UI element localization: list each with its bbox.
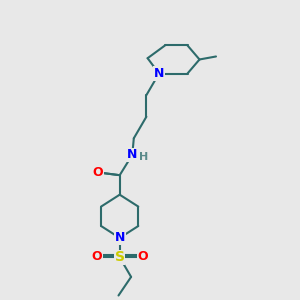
Text: O: O — [92, 250, 102, 263]
Text: N: N — [127, 148, 137, 161]
Text: O: O — [93, 166, 104, 179]
Text: N: N — [154, 67, 164, 80]
Text: H: H — [139, 152, 148, 162]
Text: N: N — [115, 231, 125, 244]
Text: S: S — [115, 250, 125, 264]
Text: O: O — [137, 250, 148, 263]
